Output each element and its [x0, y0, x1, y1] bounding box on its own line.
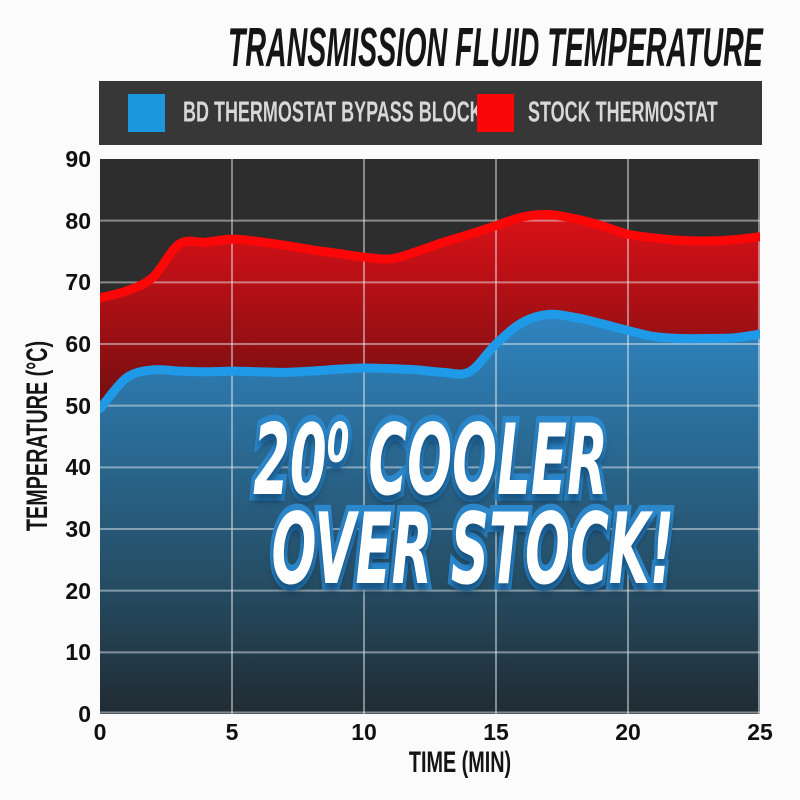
- x-tick-5: 5: [225, 719, 239, 745]
- y-tick-10: 10: [65, 639, 91, 666]
- series-line-bd: [100, 309, 760, 414]
- x-tick-25: 25: [747, 719, 773, 745]
- x-tick-20: 20: [615, 719, 641, 745]
- legend-swatch-stock: [477, 94, 514, 132]
- x-axis-title: TIME (MIN): [408, 746, 512, 779]
- x-tick-0: 0: [93, 719, 107, 745]
- legend: BD THERMOSTAT BYPASS BLOCK STOCK THERMOS…: [99, 81, 762, 145]
- y-tick-40: 40: [65, 454, 91, 481]
- y-tick-30: 30: [65, 516, 91, 542]
- x-tick-15: 15: [483, 719, 509, 745]
- y-tick-60: 60: [65, 331, 91, 357]
- legend-label-bd: BD THERMOSTAT BYPASS BLOCK: [183, 96, 483, 129]
- plot-area: [100, 159, 760, 714]
- y-tick-0: 0: [78, 701, 91, 727]
- legend-swatch-bd: [128, 94, 165, 132]
- y-tick-50: 50: [65, 392, 91, 419]
- x-tick-10: 10: [351, 719, 377, 745]
- legend-label-stock: STOCK THERMOSTAT: [528, 96, 718, 129]
- chart-title: TRANSMISSION FLUID TEMPERATURE: [227, 16, 763, 78]
- series-line-stock: [100, 209, 760, 303]
- y-tick-20: 20: [65, 577, 91, 604]
- y-tick-80: 80: [65, 207, 91, 234]
- series-area-bd: [100, 314, 760, 714]
- y-tick-70: 70: [65, 269, 91, 296]
- y-axis-title: TEMPERATURE (°C): [21, 340, 54, 532]
- y-tick-90: 90: [65, 146, 91, 172]
